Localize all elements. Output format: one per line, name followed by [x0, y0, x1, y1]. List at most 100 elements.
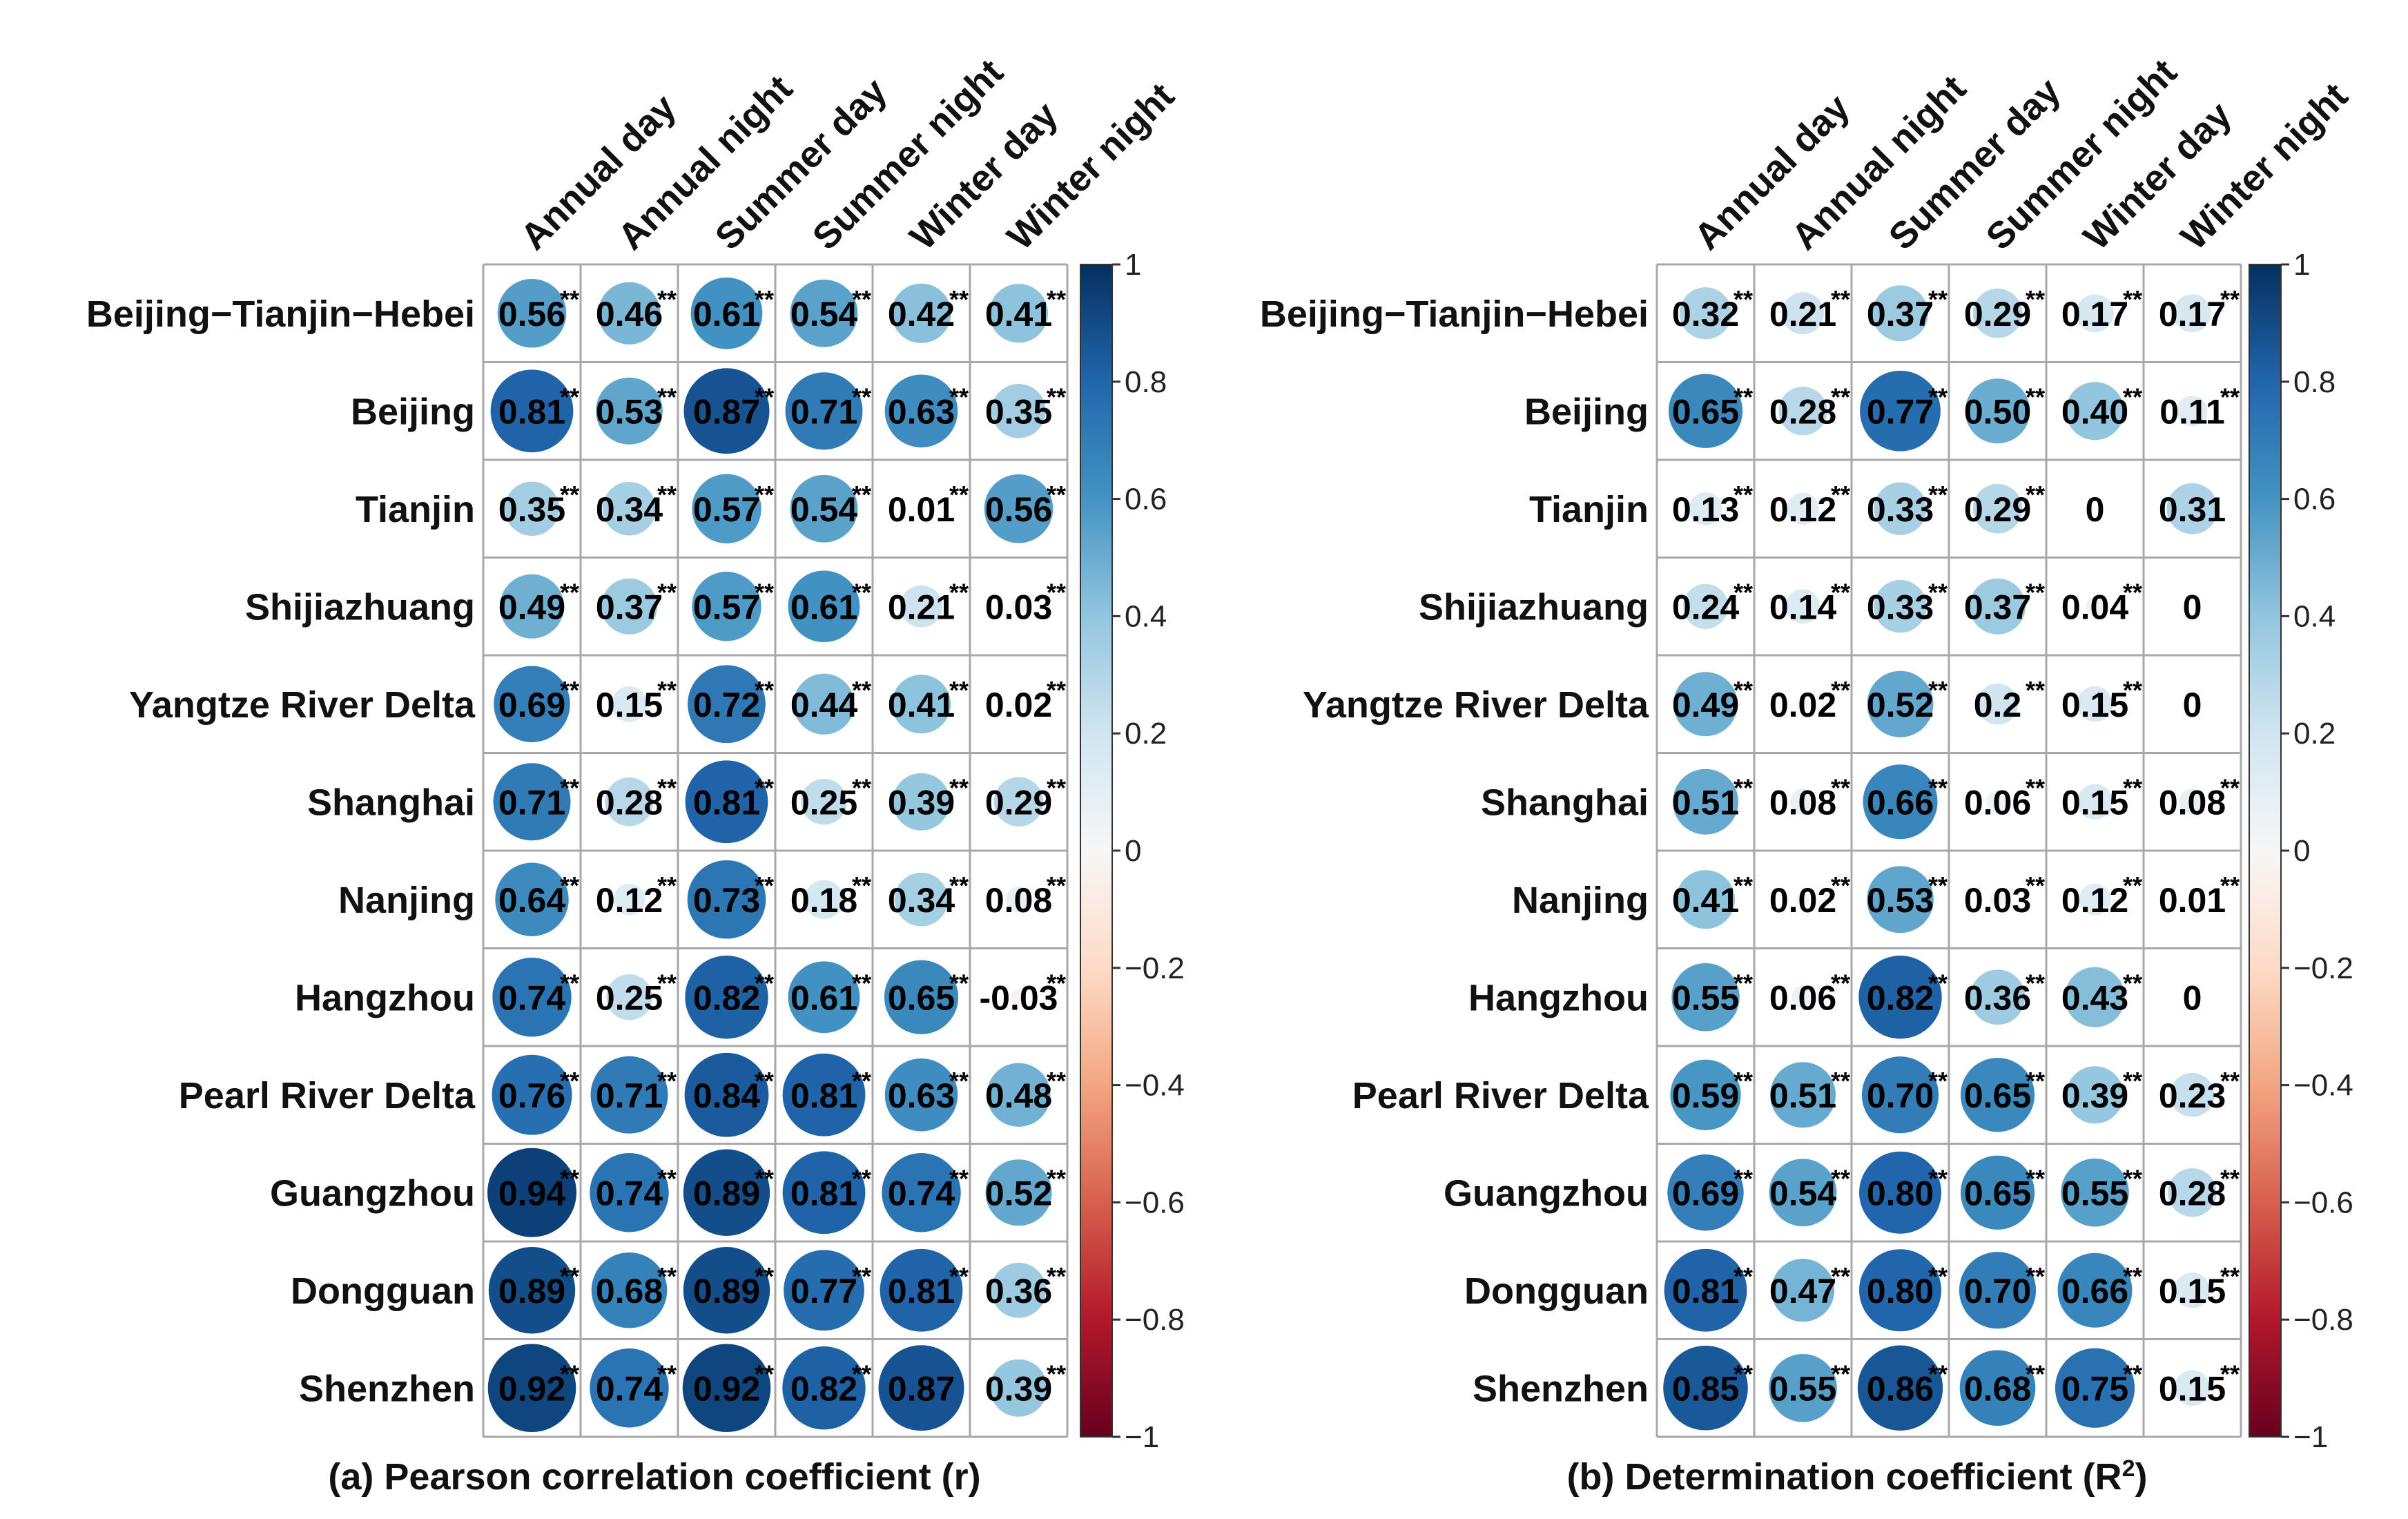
correlation-circle — [790, 279, 858, 347]
cell-value: 0.28 — [2159, 1174, 2226, 1212]
significance-mark: ** — [1734, 969, 1753, 997]
cell-value: 0.15 — [2061, 686, 2128, 724]
correlation-circle — [1959, 1350, 2036, 1426]
correlation-circle — [494, 666, 570, 742]
correlation-circle — [2187, 895, 2197, 904]
correlation-circle — [685, 956, 768, 1039]
cell-value: 0.65 — [1672, 392, 1739, 431]
cell-value: 0.28 — [1769, 392, 1836, 431]
significance-mark: ** — [657, 285, 677, 313]
colorbar-tick-label: 1 — [2293, 248, 2310, 282]
cell-value: 0.39 — [888, 783, 955, 822]
significance-mark: ** — [852, 969, 871, 997]
significance-mark: ** — [1734, 1262, 1753, 1290]
correlation-circle — [492, 958, 572, 1037]
cell-value: 0.73 — [693, 881, 760, 920]
correlation-circle — [683, 1247, 770, 1334]
significance-mark: ** — [1928, 285, 1948, 313]
significance-mark: ** — [1047, 383, 1066, 411]
significance-mark: ** — [755, 481, 774, 509]
correlation-circle — [2168, 1168, 2217, 1217]
correlation-circle — [2086, 597, 2104, 616]
correlation-circle — [987, 1063, 1051, 1127]
correlation-circle — [1769, 1353, 1837, 1422]
correlation-circle — [2066, 382, 2124, 441]
cell-value: 0.65 — [888, 978, 955, 1017]
correlation-circle — [683, 1149, 770, 1236]
row-label: Shijiazhuang — [245, 586, 475, 628]
correlation-circle — [991, 1262, 1047, 1318]
cell-value: 0.82 — [1867, 978, 1934, 1017]
significance-mark: ** — [560, 481, 579, 509]
significance-mark: ** — [560, 383, 579, 411]
column-label: Summer day — [708, 70, 895, 258]
correlation-circle — [1872, 285, 1928, 342]
correlation-circle — [1792, 985, 1814, 1009]
cell-value: 0.66 — [2061, 1272, 2128, 1310]
correlation-circle — [1770, 1062, 1836, 1128]
significance-mark: ** — [560, 578, 579, 606]
cell-value: 0.23 — [2159, 1076, 2226, 1115]
significance-mark: ** — [2123, 1164, 2142, 1192]
cell-value: 0.77 — [790, 1272, 857, 1310]
cell-value: 0.28 — [596, 783, 663, 822]
significance-mark: ** — [657, 1262, 677, 1290]
correlation-circle — [891, 675, 951, 734]
correlation-circle — [1769, 1159, 1837, 1227]
significance-mark: ** — [1734, 1067, 1753, 1095]
significance-mark: ** — [2220, 1067, 2240, 1095]
significance-mark: ** — [657, 773, 677, 802]
correlation-circle — [2077, 686, 2113, 722]
significance-mark: ** — [560, 1262, 579, 1290]
cell-value: 0.71 — [790, 392, 857, 431]
significance-mark: ** — [1928, 1262, 1948, 1290]
cell-value: 0.12 — [596, 881, 663, 920]
cell-value: 0.48 — [985, 1076, 1052, 1115]
colorbar-tick-label: −0.8 — [2293, 1303, 2353, 1337]
cell-value: 0.86 — [1867, 1369, 1934, 1408]
cell-value: 0.55 — [2061, 1174, 2128, 1212]
correlation-circle — [1960, 1058, 2035, 1132]
correlation-circle — [1977, 684, 2019, 725]
cell-value: 0.70 — [1867, 1076, 1934, 1115]
significance-mark: ** — [1928, 1067, 1948, 1095]
colorbar-tick-label: 0.4 — [2293, 599, 2336, 633]
correlation-circle — [2064, 967, 2126, 1027]
correlation-circle — [1874, 580, 1927, 633]
correlation-circle — [1972, 483, 2023, 534]
significance-mark: ** — [949, 285, 969, 313]
cell-value: 0.35 — [498, 490, 565, 529]
significance-mark: ** — [1734, 773, 1753, 802]
cell-value: 0.57 — [693, 588, 760, 626]
significance-mark: ** — [2220, 1164, 2240, 1192]
significance-mark: ** — [852, 1262, 871, 1290]
cell-value: 0.85 — [1672, 1369, 1739, 1408]
correlation-circle — [900, 585, 942, 628]
row-label: Yangtze River Delta — [1303, 684, 1649, 726]
correlation-circle — [782, 1151, 866, 1235]
correlation-circle — [602, 481, 657, 536]
significance-mark: ** — [2026, 383, 2045, 411]
significance-mark: ** — [2123, 1360, 2142, 1388]
correlation-circle — [1970, 969, 2026, 1025]
significance-mark: ** — [1831, 773, 1850, 802]
cell-value: 0.29 — [1964, 295, 2031, 333]
correlation-circle — [493, 763, 571, 841]
cell-value: 0.81 — [1672, 1272, 1739, 1310]
correlation-circle — [606, 974, 652, 1020]
cell-value: 0.15 — [596, 686, 663, 724]
correlation-circle — [1671, 962, 1740, 1032]
colorbar-tick-label: −0.2 — [1125, 951, 1185, 985]
colorbar-tick-label: 0.2 — [2293, 717, 2336, 751]
significance-mark: ** — [2026, 1164, 2045, 1192]
row-label: Tianjin — [356, 489, 475, 530]
colorbar-tick-label: 0 — [1125, 834, 1141, 868]
significance-mark: ** — [852, 1067, 871, 1095]
significance-mark: ** — [2026, 1067, 2045, 1095]
significance-mark: ** — [657, 383, 677, 411]
correlation-circle — [590, 1153, 669, 1232]
significance-mark: ** — [2220, 285, 2240, 313]
cell-value: 0.2 — [1974, 686, 2022, 724]
row-label: Shijiazhuang — [1419, 586, 1649, 628]
significance-mark: ** — [949, 871, 969, 900]
